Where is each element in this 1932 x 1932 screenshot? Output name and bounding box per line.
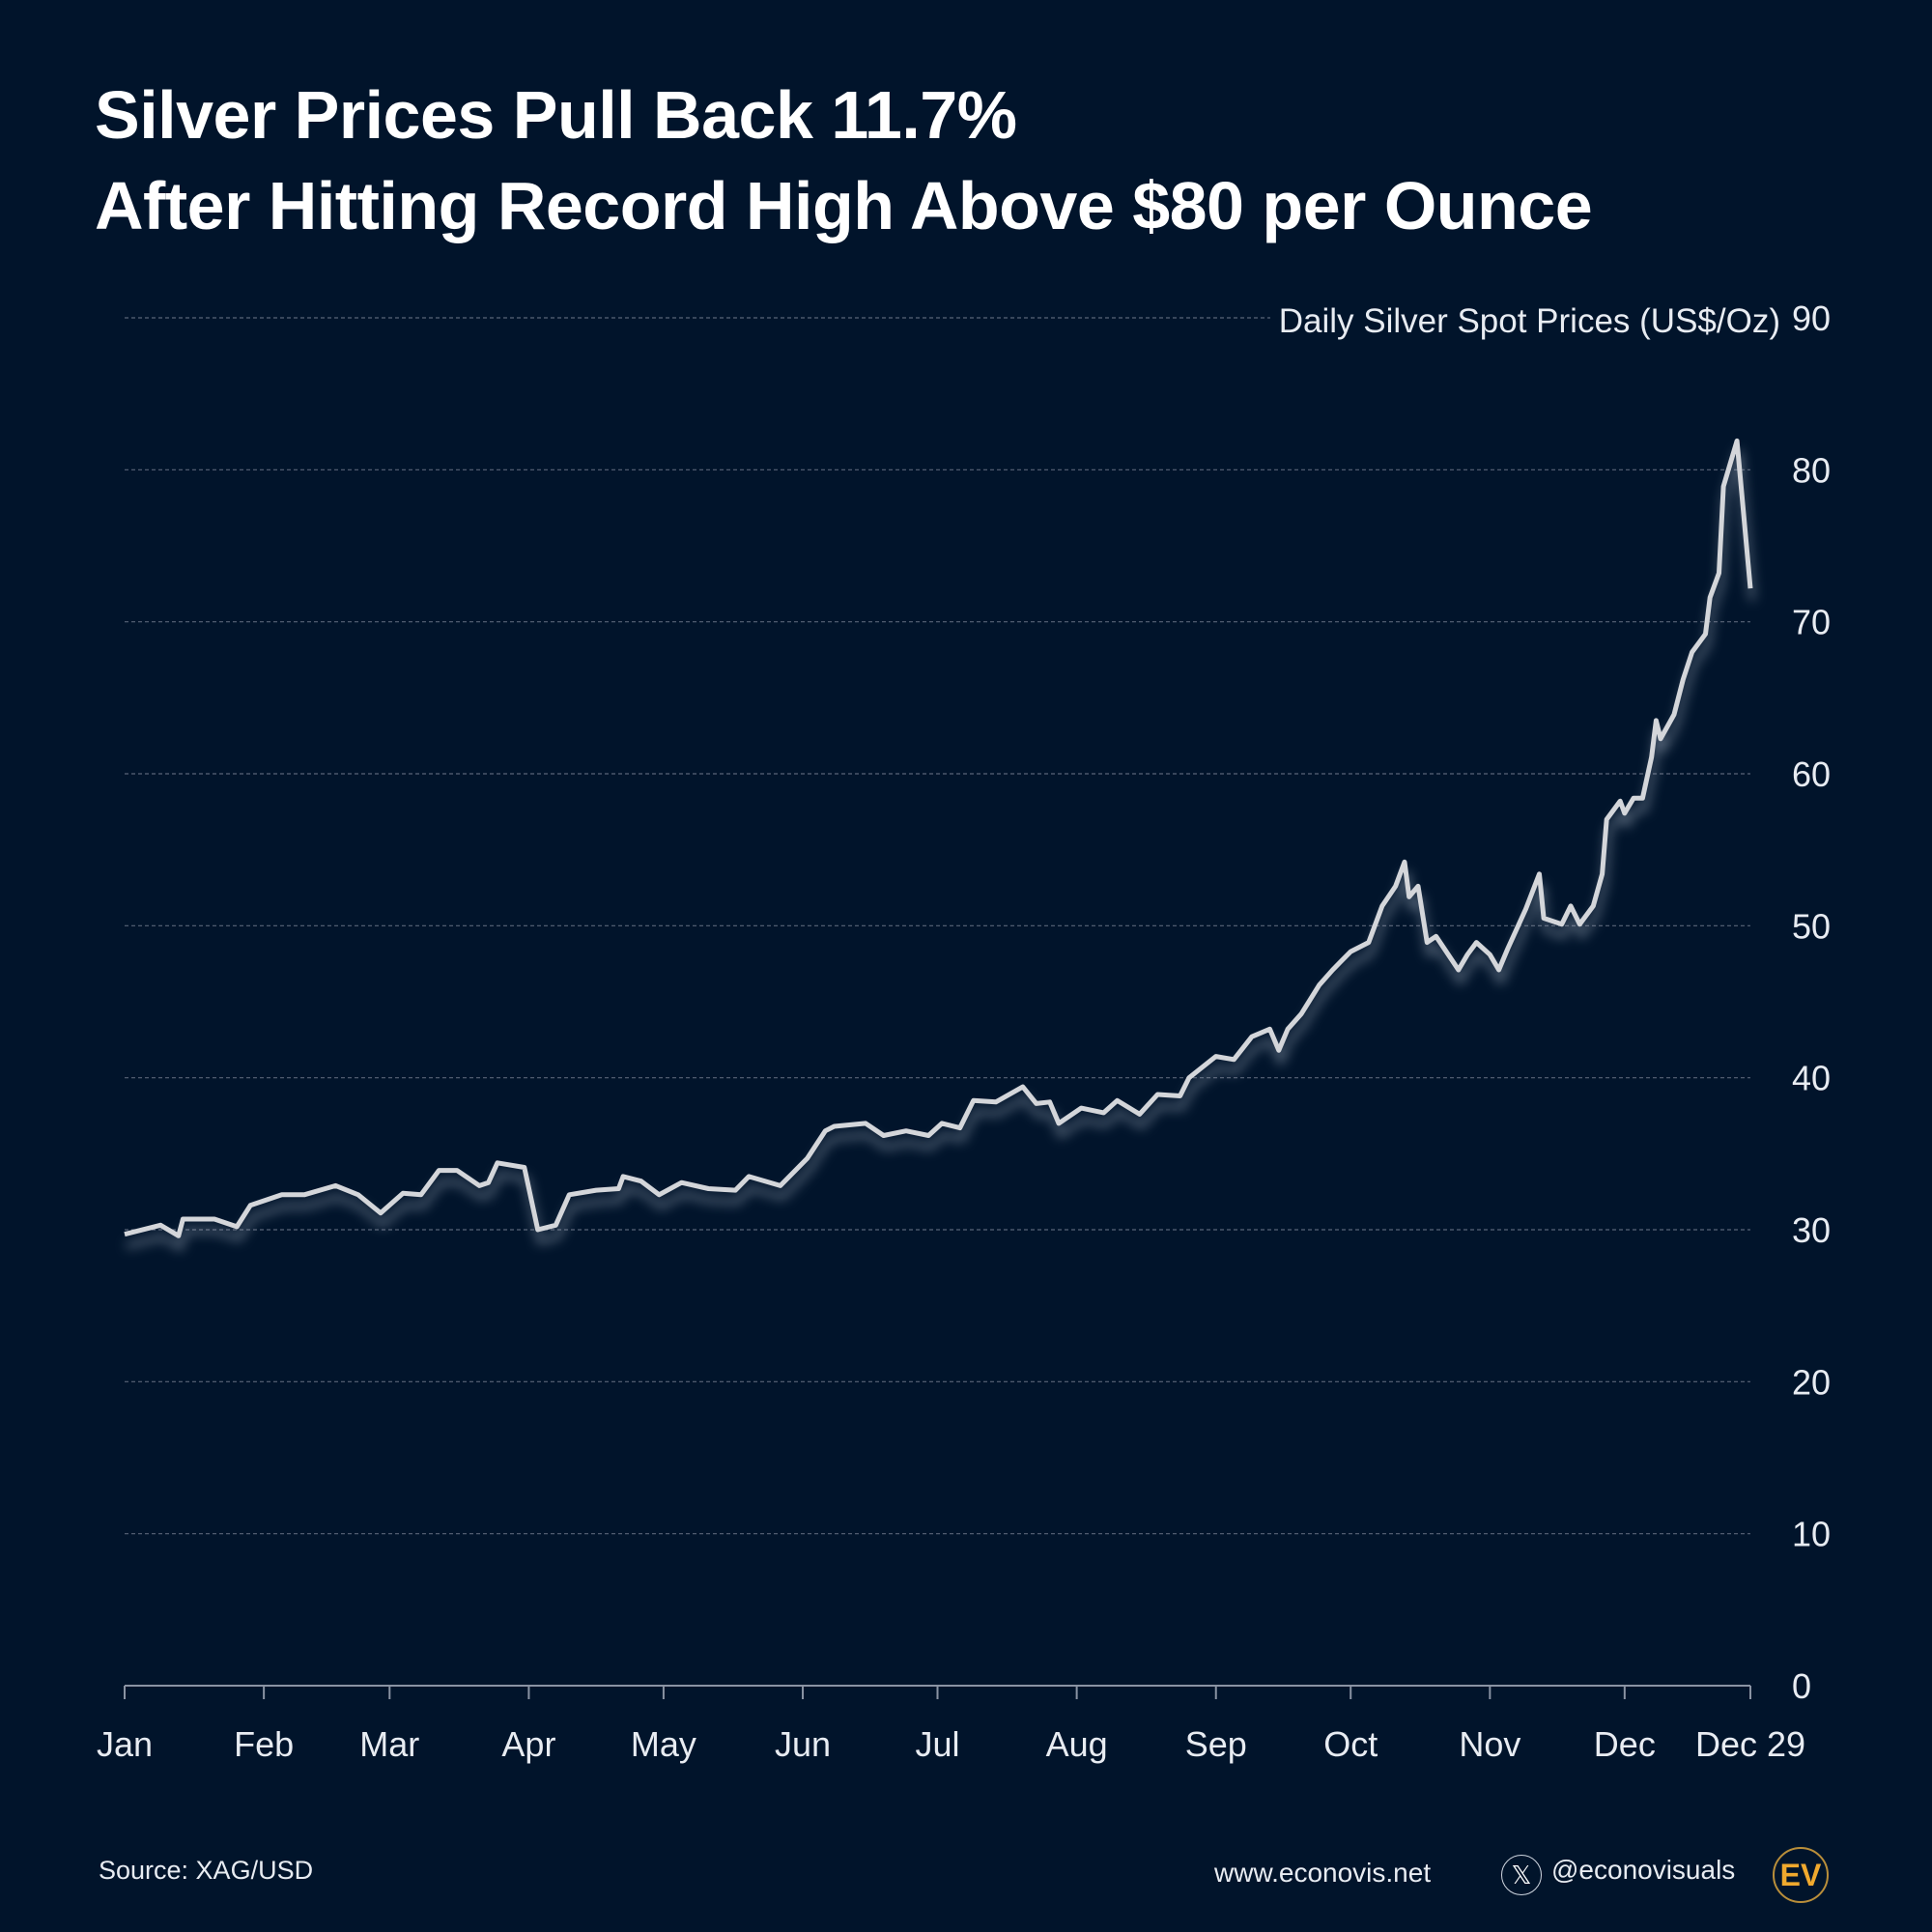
title-line-2: After Hitting Record High Above $80 per … <box>95 168 1593 243</box>
x-tick-label: Oct <box>1323 1724 1378 1764</box>
x-tick-label: Mar <box>359 1724 419 1764</box>
x-tick-label: Nov <box>1459 1724 1520 1764</box>
gridlines <box>125 317 1750 1535</box>
x-tick-label: Sep <box>1185 1724 1247 1764</box>
x-tick-label: Jul <box>915 1724 959 1764</box>
y-label-background <box>1270 295 1787 343</box>
y-tick-label: 70 <box>1792 603 1831 642</box>
x-tick-label: Feb <box>234 1724 294 1764</box>
y-tick-label: 80 <box>1792 450 1831 490</box>
y-tick-label: 90 <box>1792 298 1831 338</box>
y-tick-label: 50 <box>1792 906 1831 946</box>
x-tick-label: Aug <box>1046 1724 1108 1764</box>
x-logo-icon: 𝕏 <box>1501 1855 1542 1895</box>
econovis-logo: EV <box>1773 1847 1829 1903</box>
title-line-1: Silver Prices Pull Back 11.7% <box>95 77 1017 153</box>
y-axis-label: Daily Silver Spot Prices (US$/Oz) <box>1279 302 1780 340</box>
y-tick-label: 10 <box>1792 1515 1831 1554</box>
y-axis: 0 10 20 30 40 50 60 70 80 90 <box>1792 298 1831 1706</box>
x-tick-label: May <box>631 1724 696 1764</box>
x-tick-label: Apr <box>501 1724 555 1764</box>
x-tick-label: Jan <box>97 1724 153 1764</box>
x-axis: Jan Feb Mar Apr May Jun Jul Aug Sep Oct Nov Dec Dec … <box>97 1685 1805 1764</box>
social-handle[interactable]: @econovisuals <box>1551 1855 1736 1885</box>
chart-title: Silver Prices Pull Back 11.7% After Hitt… <box>95 70 1593 251</box>
y-tick-label: 0 <box>1792 1666 1811 1706</box>
silver-price-line <box>124 438 1753 1238</box>
y-tick-label: 30 <box>1792 1210 1831 1250</box>
x-tick-label: Jun <box>775 1724 831 1764</box>
source-note: Source: XAG/USD <box>99 1856 314 1885</box>
x-tick-label: Dec <box>1594 1724 1656 1764</box>
y-tick-label: 60 <box>1792 754 1831 794</box>
y-tick-label: 40 <box>1792 1059 1831 1098</box>
website-link[interactable]: www.econovis.net <box>1214 1858 1432 1888</box>
y-tick-label: 20 <box>1792 1362 1831 1402</box>
x-tick-label: Dec 29 <box>1695 1724 1805 1764</box>
